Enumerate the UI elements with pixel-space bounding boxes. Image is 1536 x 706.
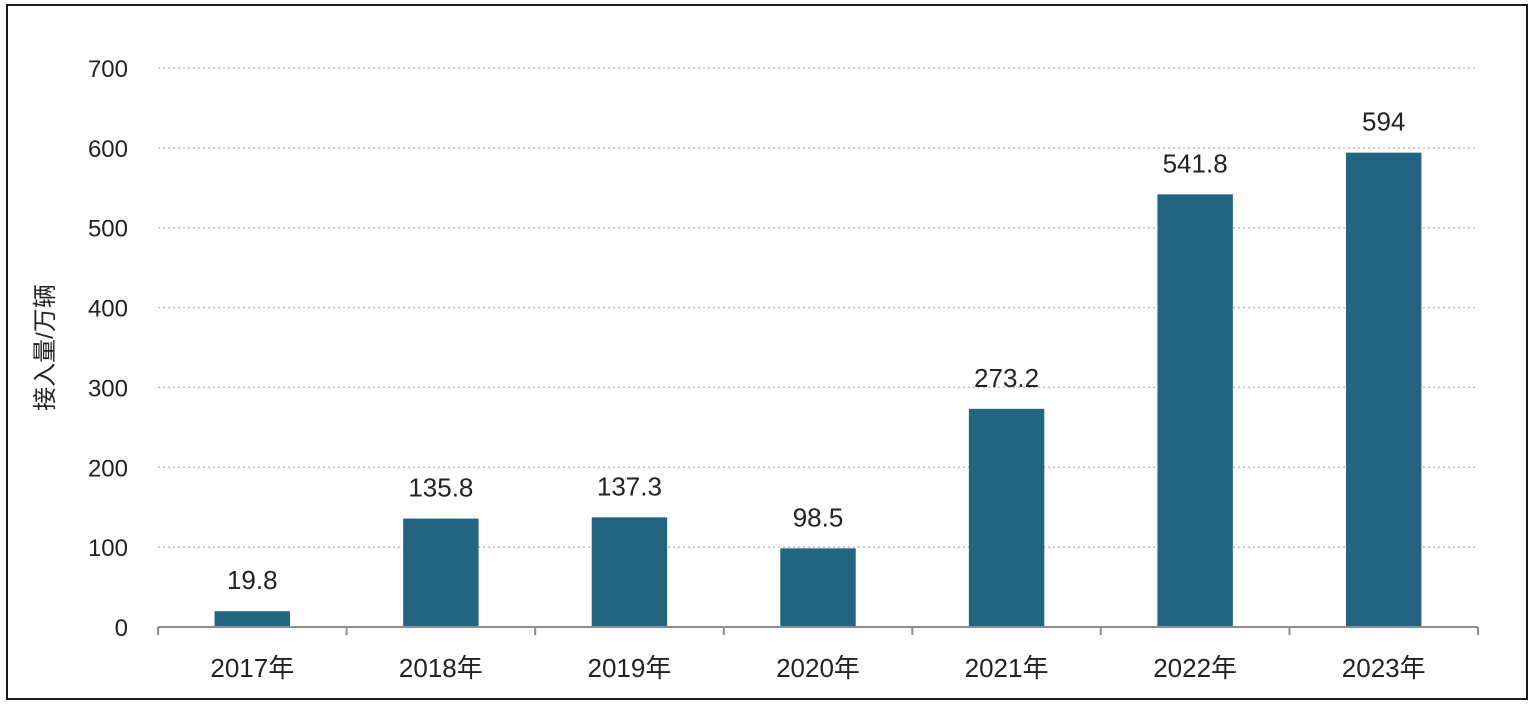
y-axis-title: 接入量/万辆 [32, 284, 59, 411]
y-tick-label: 500 [88, 216, 128, 243]
y-tick-label: 600 [88, 136, 128, 163]
x-tick-label: 2017年 [210, 653, 294, 683]
x-tick-label: 2018年 [399, 653, 483, 683]
x-tick-label: 2022年 [1153, 653, 1237, 683]
y-tick-label: 200 [88, 455, 128, 482]
x-tick-label: 2023年 [1342, 653, 1426, 683]
y-tick-label: 0 [115, 615, 128, 642]
bar-value-labels: 19.8 135.8 137.3 98.5 273.2 541.8 594 [227, 107, 1405, 596]
bar [780, 548, 856, 627]
x-tick-label: 2021年 [965, 653, 1049, 683]
bar-value-label: 98.5 [793, 502, 844, 532]
bar [403, 518, 479, 627]
gridlines [158, 67, 1478, 548]
y-axis-ticks: 0 100 200 300 400 500 600 700 [88, 56, 128, 642]
bar-value-label: 594 [1362, 107, 1405, 137]
bar-value-label: 135.8 [408, 473, 473, 503]
bar [214, 611, 290, 627]
y-tick-label: 100 [88, 535, 128, 562]
bars [214, 152, 1422, 628]
bar-value-label: 273.2 [974, 363, 1039, 393]
y-tick-label: 400 [88, 296, 128, 323]
bar [968, 408, 1045, 627]
bar-chart: 0 100 200 300 400 500 600 700 19.8 135.8 137.3 98.… [32, 56, 1479, 683]
bar [1157, 194, 1233, 628]
bar [1346, 152, 1422, 628]
x-tick-label: 2019年 [588, 653, 672, 683]
chart-frame: 0 100 200 300 400 500 600 700 19.8 135.8 137.3 98.… [6, 4, 1528, 700]
x-axis: 2017年 2018年 2019年 2020年 2021年 2022年 2023年 [157, 626, 1479, 683]
bar-value-label: 137.3 [597, 471, 662, 501]
bar-value-label: 19.8 [227, 565, 278, 595]
y-tick-label: 300 [88, 375, 128, 402]
x-tick-label: 2020年 [776, 653, 860, 683]
y-tick-label: 700 [88, 56, 128, 83]
bar [591, 517, 668, 627]
bar-value-label: 541.8 [1163, 148, 1228, 178]
